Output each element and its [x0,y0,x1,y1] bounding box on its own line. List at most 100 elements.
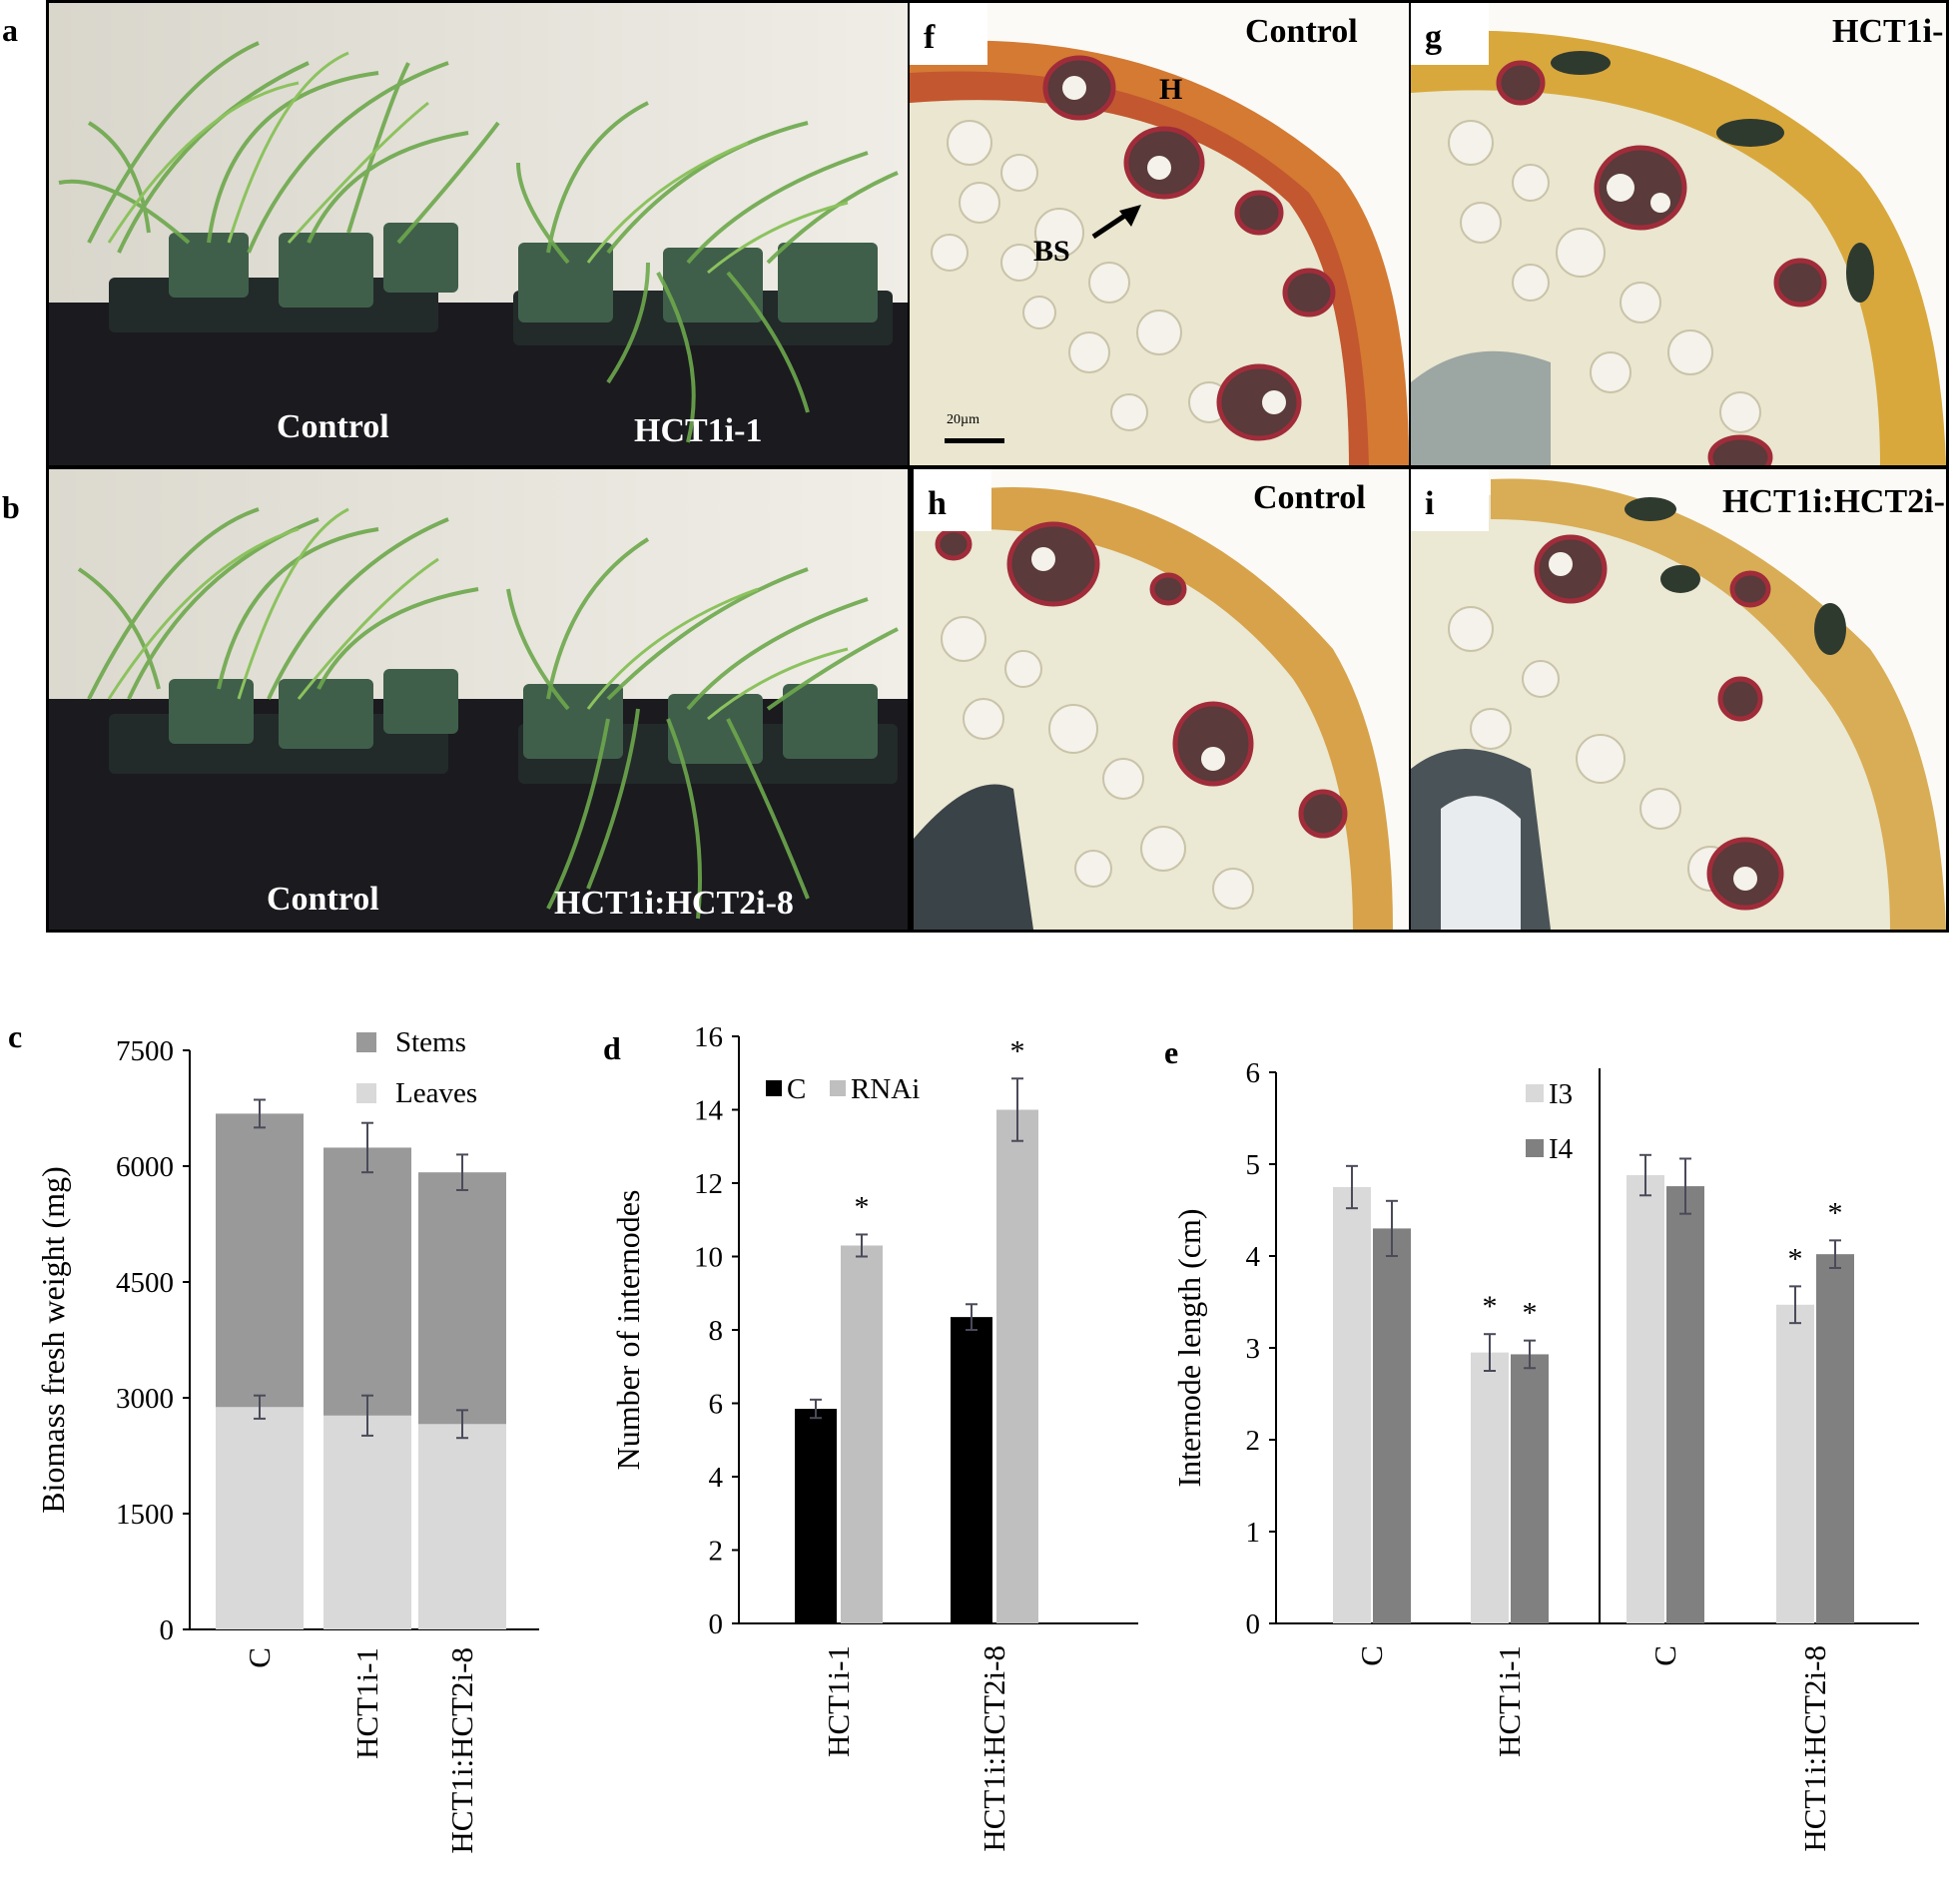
y-tick-label: 6 [1246,1057,1261,1089]
y-tick-label: 14 [694,1095,724,1127]
x-tick-label: HCT1i-1 [1492,1645,1527,1757]
x-tick-label: C [242,1647,277,1668]
legend-label-i4: I4 [1549,1133,1574,1165]
x-tick-label: HCT1i-1 [349,1647,384,1759]
micrograph-g-title: HCT1i-1 [1832,13,1946,50]
y-tick-label: 1 [1246,1517,1261,1549]
chart-biomass: 0 1500 3000 4500 6000 7500 Biomass fresh weigh… [35,1026,539,1854]
y-tick-label: 1500 [116,1499,174,1531]
x-tick-label: C [1647,1645,1682,1666]
panel-label-e: e [1164,1034,1179,1070]
y-tick-label: 7500 [116,1035,174,1067]
legend-label-i3: I3 [1549,1078,1573,1110]
annotation-bs: BS [1033,235,1070,268]
photo-a-right-caption: HCT1i-1 [634,412,763,449]
y-tick-label: 5 [1246,1149,1261,1181]
photo-plants-b: Control HCT1i:HCT2i-8 [49,469,908,930]
y-tick-label: 0 [1246,1608,1261,1640]
legend-swatch-rnai [830,1080,846,1096]
bar-i4 [1666,1186,1704,1623]
legend-label-leaves: Leaves [395,1077,477,1109]
y-tick-label: 0 [160,1614,175,1646]
micrograph-g: g HCT1i-1 [1411,3,1946,465]
photo-b-right-caption: HCT1i:HCT2i-8 [554,885,794,922]
arrow-icon [1091,205,1141,240]
x-tick-label: C [1354,1645,1389,1666]
micrograph-i-title: HCT1i:HCT2i-8 [1722,483,1946,520]
y-axis-title: Biomass fresh weight (mg) [35,1166,71,1514]
chart-internode-length: 0 1 2 3 4 5 6 Internode length (cm) C HCT1i-1 C HCT… [1171,1057,1919,1852]
significance-mark: * [1010,1034,1025,1067]
micrograph-f: f Control H BS 20µm [910,3,1409,465]
chart-internodes: 0 2 4 6 8 10 12 14 16 Number of internodes HCT1i-1… [610,1021,1138,1852]
photo-panels: Control HCT1i-1 [46,0,1949,933]
bar-i3 [1471,1352,1509,1623]
legend-swatch-i3 [1526,1084,1544,1102]
y-tick-label: 3000 [116,1383,174,1415]
panel-label-a: a [2,12,18,48]
legend-label-stems: Stems [395,1026,466,1058]
bar-rnai [841,1245,883,1623]
micrograph-g-letter: g [1411,3,1489,65]
y-tick-label: 4 [1246,1241,1261,1273]
bar-leaves [418,1424,506,1629]
bar-i3 [1627,1175,1664,1623]
panel-label-d: d [603,1030,621,1066]
micrograph-h: h Control [914,469,1409,930]
y-tick-label: 8 [709,1315,724,1347]
bar-leaves [324,1415,411,1629]
y-tick-label: 4 [709,1462,724,1494]
panel-label-c: c [8,1018,23,1054]
y-axis-title: Internode length (cm) [1171,1209,1207,1488]
y-tick-label: 3 [1246,1333,1261,1365]
legend-swatch-c [766,1080,782,1096]
significance-mark: * [1828,1196,1843,1229]
bar-stems [216,1113,304,1408]
micrograph-h-letter: h [914,469,991,531]
bar-rnai [996,1109,1038,1623]
panel-label-b: b [2,489,20,525]
micrograph-i-letter: i [1411,469,1489,531]
bar-leaves [216,1407,304,1629]
significance-mark: * [855,1190,870,1223]
bar-c [951,1317,992,1623]
bar-i4 [1816,1254,1854,1623]
micrograph-i: i HCT1i:HCT2i-8 [1411,469,1946,930]
x-tick-label: HCT1i:HCT2i-8 [1797,1645,1832,1852]
photo-plants-a: Control HCT1i-1 [49,3,908,467]
photo-row-divider [49,465,1946,468]
annotation-h: H [1159,73,1183,106]
bar-i3 [1333,1187,1371,1623]
legend-swatch-leaves [356,1083,376,1103]
y-tick-label: 2 [709,1536,724,1568]
x-tick-label: HCT1i:HCT2i-8 [444,1647,479,1854]
bar-stems [418,1172,506,1425]
x-tick-label: HCT1i:HCT2i-8 [976,1645,1011,1852]
micrograph-f-letter: f [910,3,987,65]
y-tick-label: 12 [694,1168,723,1200]
micrograph-f-title: Control [1245,13,1358,50]
micrograph-h-title: Control [1253,479,1366,516]
bar-i4 [1511,1354,1549,1623]
significance-mark: * [1523,1297,1538,1330]
y-tick-label: 6 [709,1389,724,1421]
legend-label-rnai: RNAi [851,1073,920,1105]
y-tick-label: 0 [709,1608,724,1640]
bar-i3 [1776,1304,1814,1623]
photo-a-left-caption: Control [277,408,389,445]
scale-bar-label: 20µm [947,412,979,427]
y-tick-label: 10 [694,1242,723,1274]
y-tick-label: 4500 [116,1267,174,1299]
y-tick-label: 2 [1246,1425,1261,1457]
x-tick-label: HCT1i-1 [821,1645,856,1757]
photo-b-left-caption: Control [267,881,379,918]
bar-i4 [1373,1228,1411,1623]
y-tick-label: 16 [694,1021,723,1053]
legend-swatch-stems [356,1032,376,1052]
y-axis-title: Number of internodes [610,1190,646,1471]
bar-c [795,1409,837,1623]
legend-swatch-i4 [1526,1139,1544,1157]
legend-label-c: C [787,1073,806,1105]
significance-mark: * [1788,1242,1803,1275]
bar-stems [324,1147,411,1416]
